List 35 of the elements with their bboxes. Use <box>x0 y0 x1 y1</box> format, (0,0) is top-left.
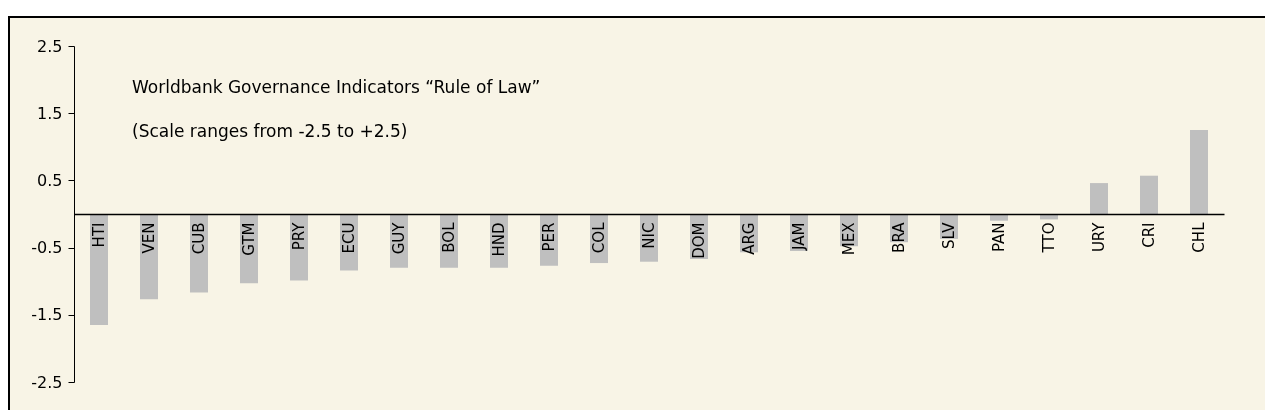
y-tick-label: 0.5 <box>37 170 63 190</box>
x-tick-label: CRI <box>1140 222 1158 248</box>
x-tick-label: COL <box>590 221 608 254</box>
x-tick-label: ECU <box>340 222 358 254</box>
x-tick-label: GUY <box>390 221 408 255</box>
x-tick-label: DOM <box>690 222 708 259</box>
x-tick-label: NIC <box>640 222 658 249</box>
x-tick-label: JAM <box>790 222 808 251</box>
y-tick-label: 2.5 <box>37 36 63 56</box>
x-tick-label: TTO <box>1040 222 1058 254</box>
x-tick-label: BOL <box>440 221 458 253</box>
bar <box>1090 183 1108 214</box>
y-tick-label: -0.5 <box>31 238 63 258</box>
x-tick-label: BRA <box>890 221 908 253</box>
x-tick-label: PRY <box>290 221 308 251</box>
x-tick-label: PER <box>540 222 558 252</box>
annotation: (Scale ranges from -2.5 to +2.5) <box>132 121 408 141</box>
x-tick-label: PAN <box>990 222 1008 253</box>
x-tick-label: CUB <box>190 222 208 255</box>
y-tick-label: -1.5 <box>31 305 63 325</box>
x-tick-label: MEX <box>840 222 858 256</box>
x-tick-label: SLV <box>940 221 958 249</box>
bar <box>1190 130 1208 214</box>
x-tick-label: GTM <box>240 222 258 256</box>
bar <box>90 214 108 325</box>
x-tick-label: ARG <box>740 222 758 255</box>
annotation: Worldbank Governance Indicators “Rule of Law” <box>132 77 541 97</box>
x-tick-label: VEN <box>140 222 158 254</box>
y-tick-label: -2.5 <box>31 372 63 392</box>
bar <box>1140 175 1158 214</box>
x-tick-label: HTI <box>90 222 108 248</box>
x-tick-label: CHL <box>1190 221 1208 253</box>
y-tick-label: 1.5 <box>37 103 63 123</box>
x-tick-label: HND <box>490 222 508 257</box>
x-tick-label: URY <box>1090 221 1108 253</box>
